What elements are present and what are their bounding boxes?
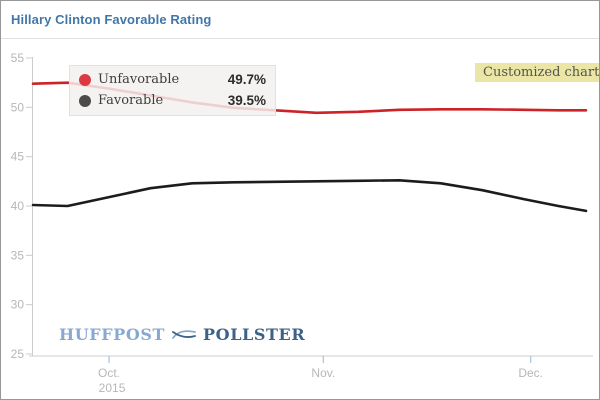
- legend-value: 39.5%: [227, 93, 266, 108]
- legend-item-favorable: Favorable 39.5%: [79, 90, 266, 111]
- pollster-bird-icon: [172, 330, 196, 339]
- y-axis-label: 50: [11, 100, 25, 114]
- y-axis-label: 45: [11, 150, 25, 164]
- pollster-branding[interactable]: HUFFPOST POLLSTER: [59, 325, 305, 344]
- legend-value: 49.7%: [227, 72, 266, 87]
- series-line-favorable: [31, 179, 588, 213]
- legend-label: Favorable: [98, 93, 164, 108]
- x-axis-label: Dec.: [518, 366, 543, 380]
- x-axis-label: Oct.: [98, 366, 120, 380]
- title-separator: [1, 38, 599, 39]
- unfavorable-dot-icon: [79, 73, 91, 86]
- legend: Unfavorable 49.7% Favorable 39.5%: [69, 65, 276, 116]
- favorable-dot-icon: [79, 94, 91, 107]
- x-axis-label: Nov.: [311, 366, 335, 380]
- huffpost-wordmark[interactable]: HUFFPOST: [59, 325, 166, 344]
- y-axis-label: 35: [11, 248, 25, 262]
- page-title: Hillary Clinton Favorable Rating: [11, 12, 212, 27]
- y-axis-label: 25: [11, 347, 25, 361]
- legend-label: Unfavorable: [98, 72, 180, 87]
- y-axis-label: 30: [11, 298, 25, 312]
- x-axis-year-label: 2015: [99, 381, 126, 395]
- y-axis-label: 40: [11, 199, 25, 213]
- y-axis-label: 55: [11, 51, 25, 65]
- legend-item-unfavorable: Unfavorable 49.7%: [79, 69, 266, 90]
- customized-chart-badge: Customized chart: [475, 63, 599, 82]
- pollster-wordmark[interactable]: POLLSTER: [203, 325, 306, 344]
